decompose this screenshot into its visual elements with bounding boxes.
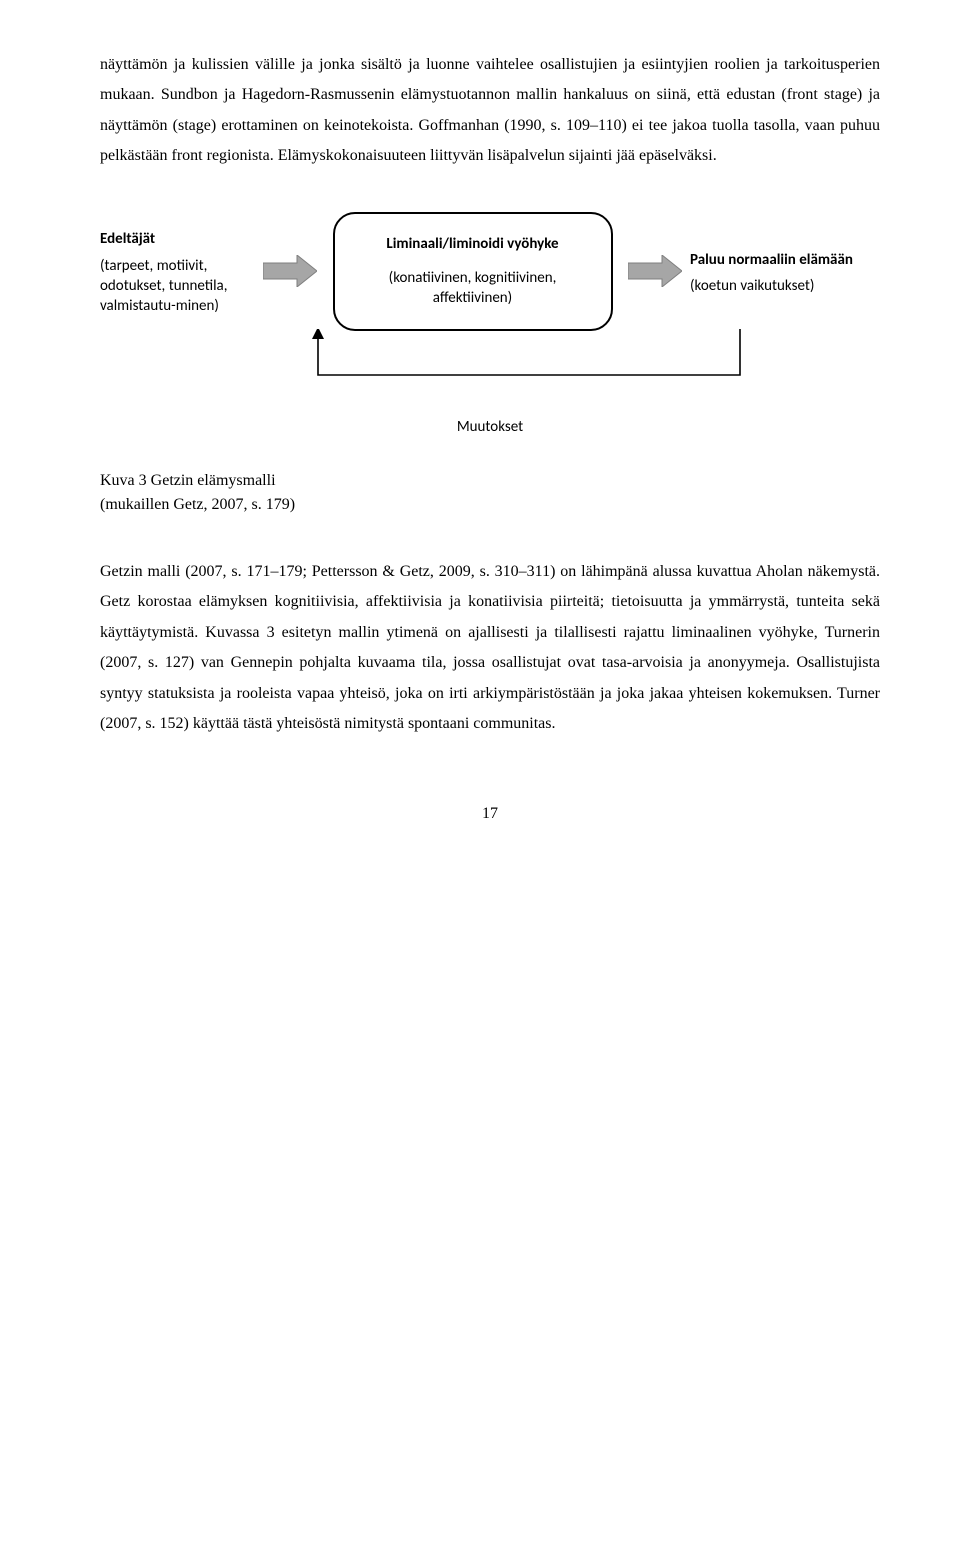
center-box: Liminaali/liminoidi vyöhyke (konatiivine… <box>333 212 613 331</box>
caption-line-1: Kuva 3 Getzin elämysmalli <box>100 469 880 493</box>
diagram: Edeltäjät (tarpeet, motiivit, odotukset,… <box>100 212 880 518</box>
right-body: (koetun vaikutukset) <box>690 276 880 296</box>
diagram-left-column: Edeltäjät (tarpeet, motiivit, odotukset,… <box>100 225 255 316</box>
left-title: Edeltäjät <box>100 225 255 254</box>
paragraph-1: näyttämön ja kulissien välille ja jonka … <box>100 50 880 172</box>
feedback-label: Muutokset <box>100 413 880 442</box>
feedback-arrowhead-icon <box>312 329 324 339</box>
arrow-right-icon <box>628 255 682 287</box>
caption-line-2: (mukaillen Getz, 2007, s. 179) <box>100 493 880 517</box>
arrow-right-icon <box>263 255 317 287</box>
diagram-row: Edeltäjät (tarpeet, motiivit, odotukset,… <box>100 212 880 331</box>
paragraph-2: Getzin malli (2007, s. 171–179; Petterss… <box>100 557 880 739</box>
diagram-right-column: Paluu normaaliin elämään (koetun vaikutu… <box>690 246 880 297</box>
arrow-right <box>628 255 682 287</box>
left-body: (tarpeet, motiivit, odotukset, tunnetila… <box>100 256 255 317</box>
page-number: 17 <box>100 799 880 829</box>
center-title: Liminaali/liminoidi vyöhyke <box>357 230 589 259</box>
figure-caption: Kuva 3 Getzin elämysmalli (mukaillen Get… <box>100 469 880 517</box>
feedback-line <box>318 329 740 375</box>
feedback-arrow <box>100 329 880 407</box>
arrow-shape <box>263 255 317 287</box>
right-title: Paluu normaaliin elämään <box>690 246 880 275</box>
diagram-center-column: Liminaali/liminoidi vyöhyke (konatiivine… <box>325 212 620 331</box>
arrow-shape <box>628 255 682 287</box>
arrow-left <box>263 255 317 287</box>
center-body: (konatiivinen, kognitiivinen, affektiivi… <box>357 268 589 309</box>
